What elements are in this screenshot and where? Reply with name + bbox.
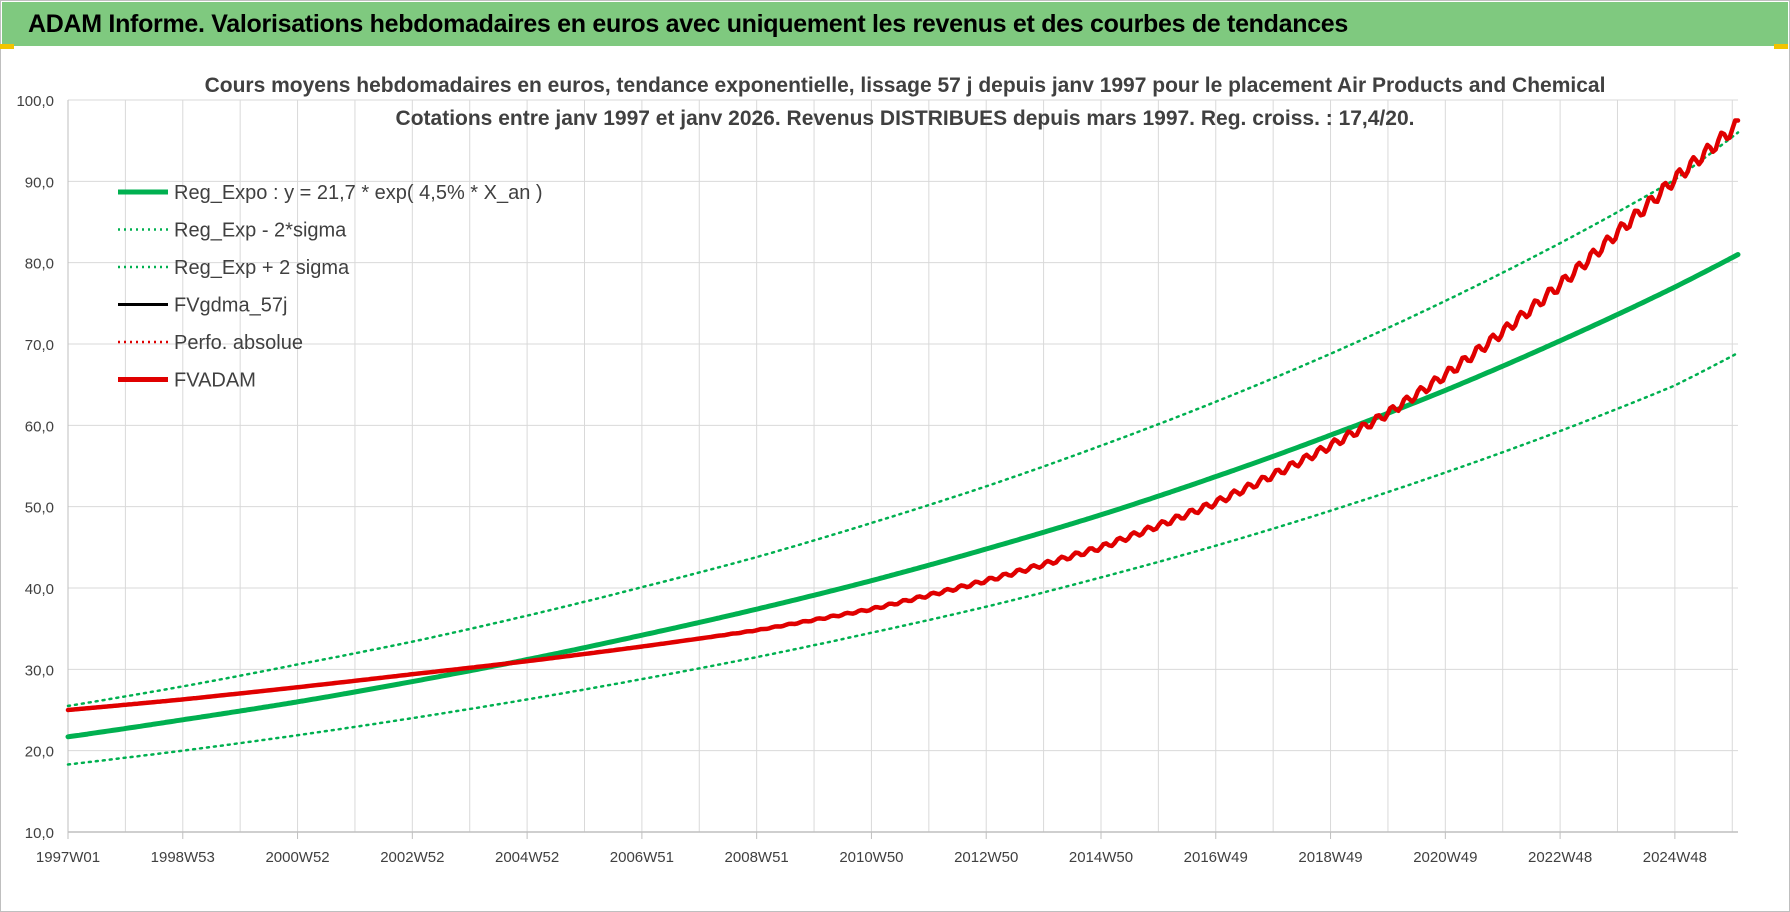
y-tick-label: 20,0	[25, 744, 54, 761]
x-tick-label: 2004W52	[495, 849, 559, 866]
x-tick-label: 1998W53	[151, 849, 215, 866]
x-tick-label: 2022W48	[1528, 849, 1592, 866]
y-tick-label: 90,0	[25, 174, 54, 191]
x-tick-label: 2014W50	[1069, 849, 1133, 866]
legend-label: FVADAM	[174, 370, 256, 392]
page-title: ADAM Informe. Valorisations hebdomadaire…	[28, 10, 1349, 38]
x-tick-label: 1997W01	[36, 849, 100, 866]
chart-title: Cours moyens hebdomadaires en euros, ten…	[205, 74, 1606, 97]
x-tick-label: 2024W48	[1643, 849, 1707, 866]
x-tick-label: 2000W52	[265, 849, 329, 866]
series-lines	[65, 118, 1741, 766]
x-tick-label: 2016W49	[1184, 849, 1248, 866]
axes: 10,0 20,0 30,0 40,0 50,0 60,0 70,0 80,0 90,0 100,…	[16, 93, 1738, 866]
y-tick-label: 70,0	[25, 337, 54, 354]
series-line-upper-band	[66, 131, 1740, 708]
series-line-fvadam	[65, 118, 1741, 713]
x-tick-label: 2020W49	[1413, 849, 1477, 866]
legend-label: Reg_Expo : y = 21,7 * exp( 4,5% * X_an )	[174, 182, 543, 204]
grid-lines	[67, 99, 1738, 833]
x-tick-label: 2012W50	[954, 849, 1018, 866]
y-tick-label: 60,0	[25, 418, 54, 435]
series-line-reg-expo	[65, 252, 1741, 740]
x-tick-label: 2006W51	[610, 849, 674, 866]
x-tick-label: 2002W52	[380, 849, 444, 866]
legend-label: FVgdma_57j	[174, 295, 287, 317]
y-tick-label: 100,0	[16, 93, 54, 110]
y-tick-label: 30,0	[25, 662, 54, 679]
y-tick-label: 50,0	[25, 500, 54, 517]
corner-marker	[1774, 44, 1788, 49]
legend-label: Reg_Exp - 2*sigma	[174, 220, 347, 242]
corner-marker	[0, 44, 14, 49]
chart-subtitle: Cotations entre janv 1997 et janv 2026. …	[396, 107, 1415, 130]
x-tick-label: 2010W50	[839, 849, 903, 866]
legend: Reg_Expo : y = 21,7 * exp( 4,5% * X_an )…	[118, 182, 543, 392]
x-tick-label: 2008W51	[725, 849, 789, 866]
legend-label: Reg_Exp + 2 sigma	[174, 257, 350, 279]
x-tick-label: 2018W49	[1298, 849, 1362, 866]
y-tick-label: 10,0	[25, 825, 54, 842]
header-banner: ADAM Informe. Valorisations hebdomadaire…	[2, 2, 1788, 46]
legend-label: Perfo. absolue	[174, 332, 303, 354]
y-tick-label: 80,0	[25, 256, 54, 273]
y-tick-label: 40,0	[25, 581, 54, 598]
series-line-lower-band	[66, 351, 1740, 766]
